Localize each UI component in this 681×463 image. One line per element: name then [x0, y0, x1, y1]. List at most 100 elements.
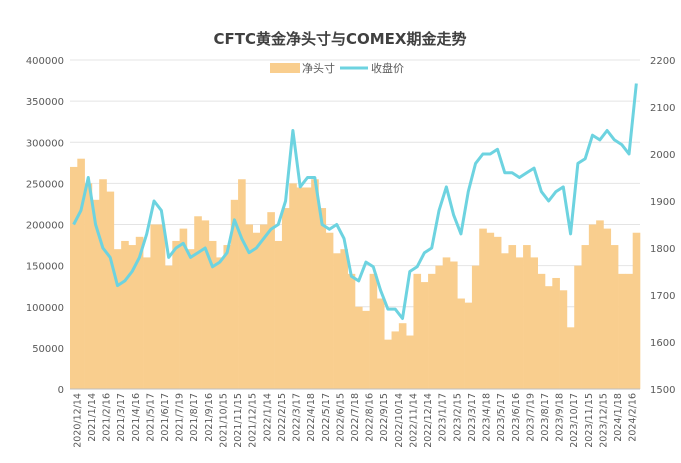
bar-net-position: [318, 208, 326, 389]
bar-net-position: [574, 266, 582, 389]
y-left-tick-label: 350000: [26, 97, 64, 108]
bar-net-position: [421, 282, 429, 389]
bar-net-position: [370, 274, 378, 389]
bar-net-position: [450, 262, 458, 389]
y-right-tick-label: 2100: [650, 103, 675, 114]
bar-net-position: [479, 229, 487, 389]
x-tick-label: 2022/7/18: [350, 393, 361, 442]
x-tick-label: 2023/7/19: [525, 393, 536, 442]
bar-net-position: [392, 331, 400, 389]
x-tick-label: 2023/10/17: [569, 393, 580, 448]
y-left-tick-label: 200000: [26, 221, 64, 232]
bar-net-position: [150, 225, 158, 390]
x-tick-label: 2021/2/16: [102, 393, 113, 442]
bar-net-position: [304, 187, 312, 389]
x-tick-label: 2022/4/18: [306, 393, 317, 442]
bar-net-position: [297, 187, 305, 389]
bar-net-position: [311, 179, 319, 389]
bar-net-position: [552, 278, 560, 389]
x-tick-label: 2024/2/16: [628, 393, 639, 442]
x-tick-label: 2022/9/15: [379, 393, 390, 442]
bar-net-position: [399, 323, 407, 389]
bar-net-position: [472, 266, 480, 389]
bar-net-position: [487, 233, 495, 389]
x-tick-label: 2022/3/17: [292, 393, 303, 442]
y-left-tick-label: 250000: [26, 179, 64, 190]
bar-net-position: [194, 216, 202, 389]
bar-net-position: [348, 274, 356, 389]
x-tick-label: 2023/2/15: [452, 393, 463, 442]
y-left-tick-label: 400000: [26, 56, 64, 67]
bar-net-position: [603, 229, 611, 389]
y-right-tick-label: 1900: [650, 197, 675, 208]
x-tick-label: 2022/5/17: [321, 393, 332, 442]
bar-net-position: [633, 233, 641, 389]
x-tick-label: 2021/11/15: [233, 393, 244, 448]
x-tick-label: 2022/10/14: [394, 393, 405, 448]
x-tick-label: 2023/6/16: [511, 393, 522, 442]
bar-net-position: [326, 233, 334, 389]
bar-net-position: [428, 274, 436, 389]
bar-net-position: [289, 183, 297, 389]
bar-net-position: [406, 336, 414, 389]
bar-net-position: [465, 303, 473, 389]
bar-net-position: [501, 253, 509, 389]
x-tick-label: 2021/1/14: [87, 393, 98, 442]
legend-label-close-price: 收盘价: [371, 61, 404, 75]
x-tick-label: 2022/12/14: [423, 393, 434, 448]
bar-net-position: [260, 225, 268, 390]
x-tick-label: 2023/11/15: [584, 393, 595, 448]
y-right-tick-label: 1600: [650, 338, 675, 349]
x-tick-label: 2023/5/17: [496, 393, 507, 442]
bar-net-position: [362, 311, 370, 389]
bar-net-position: [202, 220, 210, 389]
y-right-tick-label: 2200: [650, 56, 675, 67]
bar-net-position: [267, 212, 275, 389]
bar-net-position: [180, 229, 188, 389]
bar-net-position: [216, 257, 224, 389]
bar-net-position: [618, 274, 626, 389]
bar-net-position: [275, 241, 283, 389]
x-tick-label: 2023/8/17: [540, 393, 551, 442]
y-right-tick-label: 1700: [650, 291, 675, 302]
x-tick-label: 2021/12/15: [248, 393, 259, 448]
x-tick-label: 2021/9/16: [204, 393, 215, 442]
x-tick-label: 2022/6/15: [335, 393, 346, 442]
y-left-tick-label: 300000: [26, 138, 64, 149]
bar-net-position: [377, 299, 385, 389]
bar-net-position: [384, 340, 392, 389]
bar-net-position: [530, 257, 538, 389]
bar-net-position: [238, 179, 246, 389]
y-left-tick-label: 50000: [32, 344, 64, 355]
x-tick-label: 2021/6/17: [160, 393, 171, 442]
x-tick-label: 2022/8/16: [365, 393, 376, 442]
x-tick-label: 2023/3/17: [467, 393, 478, 442]
bar-net-position: [413, 274, 421, 389]
x-tick-label: 2022/1/14: [262, 393, 273, 442]
bar-net-position: [494, 237, 502, 389]
x-tick-label: 2022/11/14: [408, 393, 419, 448]
y-right-tick-label: 1500: [650, 385, 675, 396]
x-tick-label: 2021/8/17: [189, 393, 200, 442]
bar-net-position: [508, 245, 516, 389]
bar-net-position: [333, 253, 341, 389]
bar-net-position: [596, 220, 604, 389]
bar-net-position: [567, 327, 575, 389]
x-tick-label: 2021/4/16: [131, 393, 142, 442]
legend-swatch-net-position: [270, 63, 300, 73]
bar-net-position: [99, 179, 107, 389]
bar-net-position: [435, 266, 443, 389]
x-tick-label: 2022/2/15: [277, 393, 288, 442]
x-tick-label: 2023/4/18: [482, 393, 493, 442]
bar-net-position: [172, 241, 180, 389]
legend-label-net-position: 净头寸: [302, 61, 335, 75]
bar-net-position: [70, 167, 78, 389]
bar-net-position: [121, 241, 129, 389]
y-left-tick-label: 100000: [26, 303, 64, 314]
bar-net-position: [516, 257, 524, 389]
bar-net-position: [589, 225, 597, 390]
y-right-tick-label: 1800: [650, 244, 675, 255]
bar-net-position: [340, 249, 348, 389]
bar-net-position: [625, 274, 633, 389]
